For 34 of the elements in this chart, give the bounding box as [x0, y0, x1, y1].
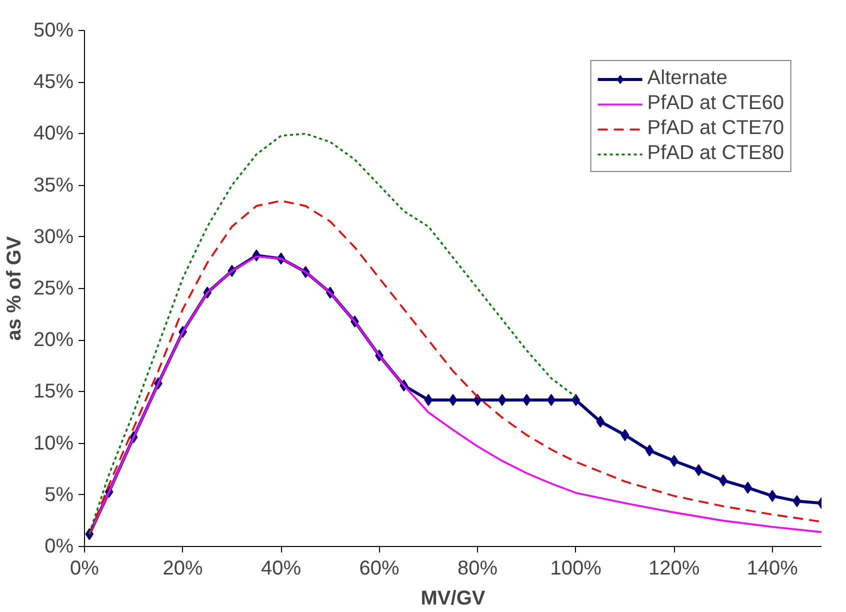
y-tick-label: 45% [33, 71, 74, 94]
y-tick-label: 5% [44, 484, 74, 506]
point [498, 394, 506, 406]
legend-label: Alternate [647, 67, 728, 90]
x-tick-label: 0% [70, 558, 100, 580]
y-tick-label: 40% [33, 122, 74, 145]
legend-label: PfAD at CTE70 [647, 117, 784, 140]
x-tick-label: 60% [359, 558, 400, 580]
y-axis-title: as % of GV [3, 236, 26, 341]
point [620, 429, 630, 442]
x-tick-label: 20% [162, 558, 203, 580]
y-tick-label: 20% [33, 329, 74, 352]
y-tick-label: 10% [33, 432, 74, 454]
x-tick-label: 120% [648, 558, 700, 580]
legend-label: PfAD at CTE60 [647, 92, 784, 115]
y-tick-label: 25% [33, 278, 74, 300]
y-tick-label: 0% [44, 536, 74, 558]
legend-label: PfAD at CTE80 [647, 142, 784, 165]
x-tick-label: 100% [550, 558, 602, 580]
y-tick-label: 15% [33, 380, 74, 403]
x-axis-title: MV/GV [420, 588, 486, 610]
point [645, 444, 654, 457]
y-tick-label: 35% [33, 174, 74, 196]
y-tick-label: 30% [33, 226, 74, 248]
point [792, 495, 802, 508]
point [768, 490, 777, 502]
point [448, 394, 458, 406]
point [596, 416, 605, 428]
point [424, 394, 433, 406]
x-tick-label: 140% [746, 558, 798, 580]
x-tick-label: 80% [458, 558, 498, 580]
point [670, 454, 678, 467]
y-tick-label: 50% [33, 20, 74, 42]
x-tick-label: 40% [261, 558, 302, 580]
